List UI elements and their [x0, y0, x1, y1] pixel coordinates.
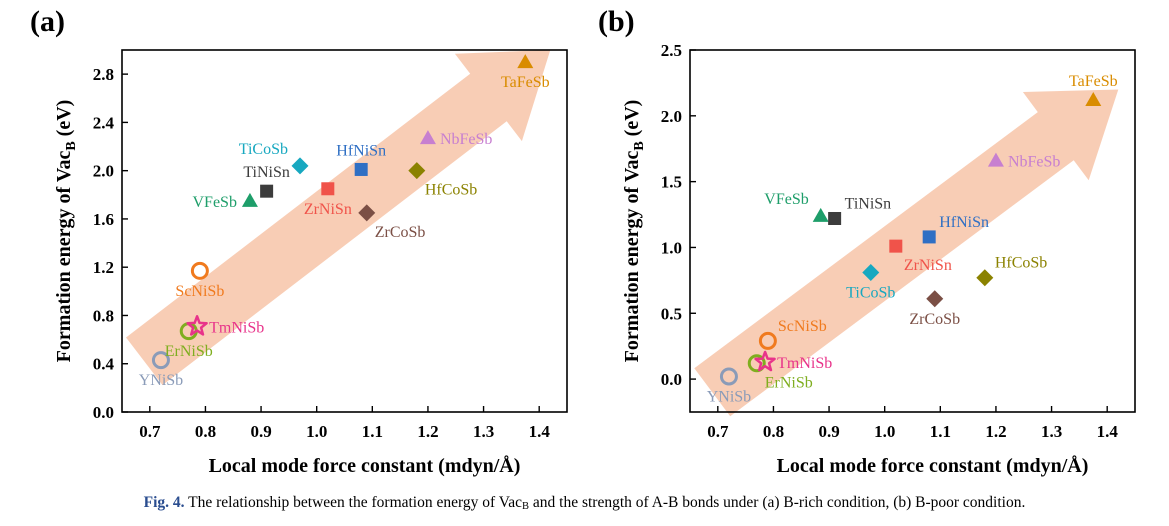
x-axis-title: Local mode force constant (mdyn/Å)	[777, 454, 1089, 477]
x-tick-label: 1.4	[529, 422, 551, 441]
plot-frame	[121, 49, 568, 413]
data-label-nbfesb: NbFeSb	[1008, 154, 1060, 171]
data-label-tafesb: TaFeSb	[501, 74, 550, 91]
data-label-ynisb: YNiSb	[707, 388, 751, 405]
x-tick-label: 1.2	[417, 422, 438, 441]
data-point-ernisb	[747, 354, 766, 373]
data-label-hfcosb: HfCoSb	[995, 255, 1047, 272]
data-point-zrcosb	[926, 290, 944, 308]
x-tick-label: 0.7	[139, 422, 161, 441]
caption-text-after: and the strength of A-B bonds under (a) …	[529, 494, 1026, 511]
data-label-vfesb: VFeSb	[192, 194, 236, 211]
data-label-ticosb: TiCoSb	[239, 141, 288, 158]
y-axis-title: Formation energy of VacB (eV)	[53, 100, 79, 363]
data-point-tmnisb	[754, 350, 776, 372]
x-tick-label: 0.8	[195, 422, 216, 441]
y-tick-label: 0.8	[93, 306, 114, 325]
y-tick-label: 0.5	[661, 304, 682, 323]
x-tick-label: 1.3	[473, 422, 494, 441]
data-point-tinisn	[260, 184, 274, 198]
data-label-hfnisn: HfNiSn	[939, 214, 989, 231]
data-label-ernisb: ErNiSb	[765, 374, 813, 391]
y-tick-label: 2.0	[93, 162, 114, 181]
y-axis-title: Formation energy of VacB (eV)	[621, 100, 647, 363]
x-tick-label: 1.1	[362, 422, 383, 441]
data-label-tinisn: TiNiSn	[243, 164, 290, 181]
data-point-nbfesb	[419, 130, 436, 145]
data-label-scnisb: ScNiSb	[778, 318, 827, 335]
x-axis-title: Local mode force constant (mdyn/Å)	[209, 454, 521, 477]
y-tick-label: 2.5	[661, 41, 682, 60]
y-tick-label: 0.0	[93, 403, 114, 422]
y-tick-label: 1.6	[93, 210, 114, 229]
data-point-hfcosb	[408, 162, 426, 180]
x-tick-label: 1.3	[1041, 422, 1062, 441]
data-label-scnisb: ScNiSb	[175, 283, 224, 300]
caption-head: Fig. 4.	[143, 494, 185, 511]
y-tick-label: 0.0	[661, 370, 682, 389]
data-label-ernisb: ErNiSb	[165, 343, 213, 360]
data-label-zrcosb: ZrCoSb	[909, 311, 960, 328]
data-point-tafesb	[517, 54, 534, 69]
data-point-hfnisn	[354, 162, 368, 176]
panel-label: (a)	[30, 5, 65, 38]
data-label-ynisb: YNiSb	[139, 372, 183, 389]
data-label-nbfesb: NbFeSb	[440, 131, 492, 148]
data-point-tmnisb	[186, 315, 208, 336]
data-point-hfcosb	[976, 269, 994, 287]
data-point-zrnisn	[889, 239, 903, 253]
data-label-vfesb: VFeSb	[764, 191, 808, 208]
data-point-tafesb	[1085, 92, 1102, 107]
y-tick-label: 0.4	[93, 355, 115, 374]
trend-arrow	[694, 89, 1119, 417]
data-point-ticosb	[291, 157, 309, 175]
y-tick-label: 2.8	[93, 65, 114, 84]
data-label-zrcosb: ZrCoSb	[375, 224, 426, 241]
y-tick-label: 2.4	[93, 113, 115, 132]
data-point-scnisb	[190, 261, 209, 280]
x-tick-label: 0.9	[250, 422, 271, 441]
y-tick-label: 1.2	[93, 258, 114, 277]
caption-subscript: B	[522, 501, 530, 512]
y-tick-label: 2.0	[661, 107, 682, 126]
data-label-tmnisb: TmNiSb	[209, 319, 264, 336]
data-point-ynisb	[151, 351, 170, 370]
x-tick-label: 1.0	[874, 422, 895, 441]
data-label-hfnisn: HfNiSn	[336, 142, 386, 159]
data-point-ticosb	[862, 263, 880, 281]
data-label-zrnisn: ZrNiSn	[304, 201, 352, 218]
x-tick-label: 0.9	[818, 422, 839, 441]
y-tick-label: 1.0	[661, 238, 682, 257]
data-label-tinisn: TiNiSn	[845, 195, 892, 212]
data-point-nbfesb	[987, 152, 1004, 167]
data-point-vfesb	[241, 192, 258, 207]
x-tick-label: 1.2	[985, 422, 1006, 441]
data-point-vfesb	[812, 207, 829, 222]
data-label-tafesb: TaFeSb	[1069, 73, 1118, 90]
data-label-zrnisn: ZrNiSn	[904, 257, 952, 274]
data-point-scnisb	[758, 331, 777, 350]
trend-arrow	[126, 50, 551, 386]
x-tick-label: 1.1	[930, 422, 951, 441]
plot-frame	[689, 49, 1136, 413]
data-point-zrcosb	[358, 204, 376, 222]
chart-panel-b: (b) 0.7 0.8 0.9 1.0 1.1 1.2 1.3 1.4 0.0 0.5 1.0 1.5 2…	[598, 5, 1136, 477]
caption-text-before: The relationship between the formation e…	[188, 494, 522, 511]
data-point-tinisn	[828, 211, 842, 225]
figure-caption: Fig. 4. The relationship between the for…	[0, 494, 1169, 512]
x-tick-label: 0.8	[763, 422, 784, 441]
data-point-ynisb	[719, 367, 738, 386]
data-label-tmnisb: TmNiSb	[777, 355, 832, 372]
y-tick-label: 1.5	[661, 173, 682, 192]
chart-panel-a: (a) 0.7 0.8 0.9 1.0 1.1 1.2 1.3 1.4 0.0 0.4 0.8 1.2 1…	[30, 5, 568, 477]
x-tick-label: 1.4	[1097, 422, 1119, 441]
data-label-hfcosb: HfCoSb	[425, 182, 477, 199]
data-point-zrnisn	[321, 182, 335, 196]
x-tick-label: 1.0	[306, 422, 327, 441]
panel-label: (b)	[598, 5, 635, 38]
x-tick-label: 0.7	[707, 422, 729, 441]
data-point-hfnisn	[922, 230, 936, 244]
figure-4-charts: (a) 0.7 0.8 0.9 1.0 1.1 1.2 1.3 1.4 0.0 0.4 0.8 1.2 1…	[30, 5, 1136, 477]
data-label-ticosb: TiCoSb	[846, 284, 895, 301]
